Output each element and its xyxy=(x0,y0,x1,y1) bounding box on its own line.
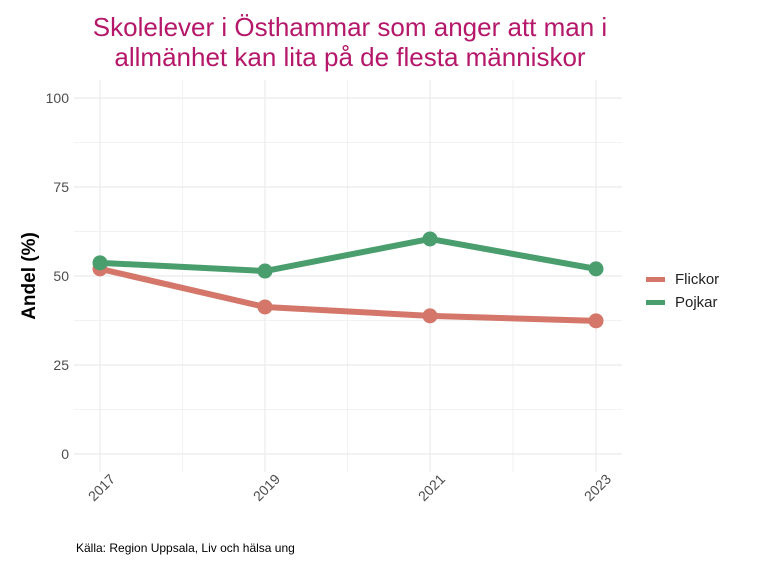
chart-title: Skolelever i Östhammar som anger att man… xyxy=(0,12,700,72)
chart-title-line-2: allmänhet kan lita på de flesta människo… xyxy=(114,42,586,72)
legend-label-flickor: Flickor xyxy=(675,271,720,288)
legend: Flickor Pojkar xyxy=(646,268,719,314)
point-pojkar-2019 xyxy=(257,263,273,279)
series-lines xyxy=(99,235,597,324)
line-flickor xyxy=(99,265,597,324)
series-points xyxy=(92,231,604,329)
legend-label-pojkar: Pojkar xyxy=(675,294,718,311)
point-flickor-2023 xyxy=(588,313,604,329)
y-tick-label-0: 0 xyxy=(61,446,69,462)
x-tick-labels: 2017 2019 2021 2023 xyxy=(85,471,614,504)
point-pojkar-2023 xyxy=(588,261,604,277)
x-tick-label-2017: 2017 xyxy=(85,471,118,504)
x-tick-label-2019: 2019 xyxy=(250,471,283,504)
legend-swatch-pojkar xyxy=(646,300,665,305)
gridlines xyxy=(74,80,622,472)
source-caption: Källa: Region Uppsala, Liv och hälsa ung xyxy=(76,541,295,555)
point-pojkar-2021 xyxy=(422,231,438,247)
line-pojkar xyxy=(99,235,597,275)
legend-swatch-flickor xyxy=(646,277,665,282)
x-tick-label-2021: 2021 xyxy=(415,471,448,504)
legend-item-pojkar: Pojkar xyxy=(646,291,719,314)
y-tick-label-50: 50 xyxy=(53,268,69,284)
y-tick-label-100: 100 xyxy=(46,90,70,106)
x-tick-label-2023: 2023 xyxy=(581,471,614,504)
legend-item-flickor: Flickor xyxy=(646,268,719,291)
y-tick-label-25: 25 xyxy=(53,357,69,373)
point-pojkar-2017 xyxy=(92,255,108,271)
chart-title-line-1: Skolelever i Östhammar som anger att man… xyxy=(92,12,608,42)
point-flickor-2019 xyxy=(257,299,273,315)
y-tick-labels: 0 25 50 75 100 xyxy=(46,90,70,462)
point-flickor-2021 xyxy=(422,308,438,324)
y-tick-label-75: 75 xyxy=(53,179,69,195)
y-axis-label: Andel (%) xyxy=(19,232,40,320)
